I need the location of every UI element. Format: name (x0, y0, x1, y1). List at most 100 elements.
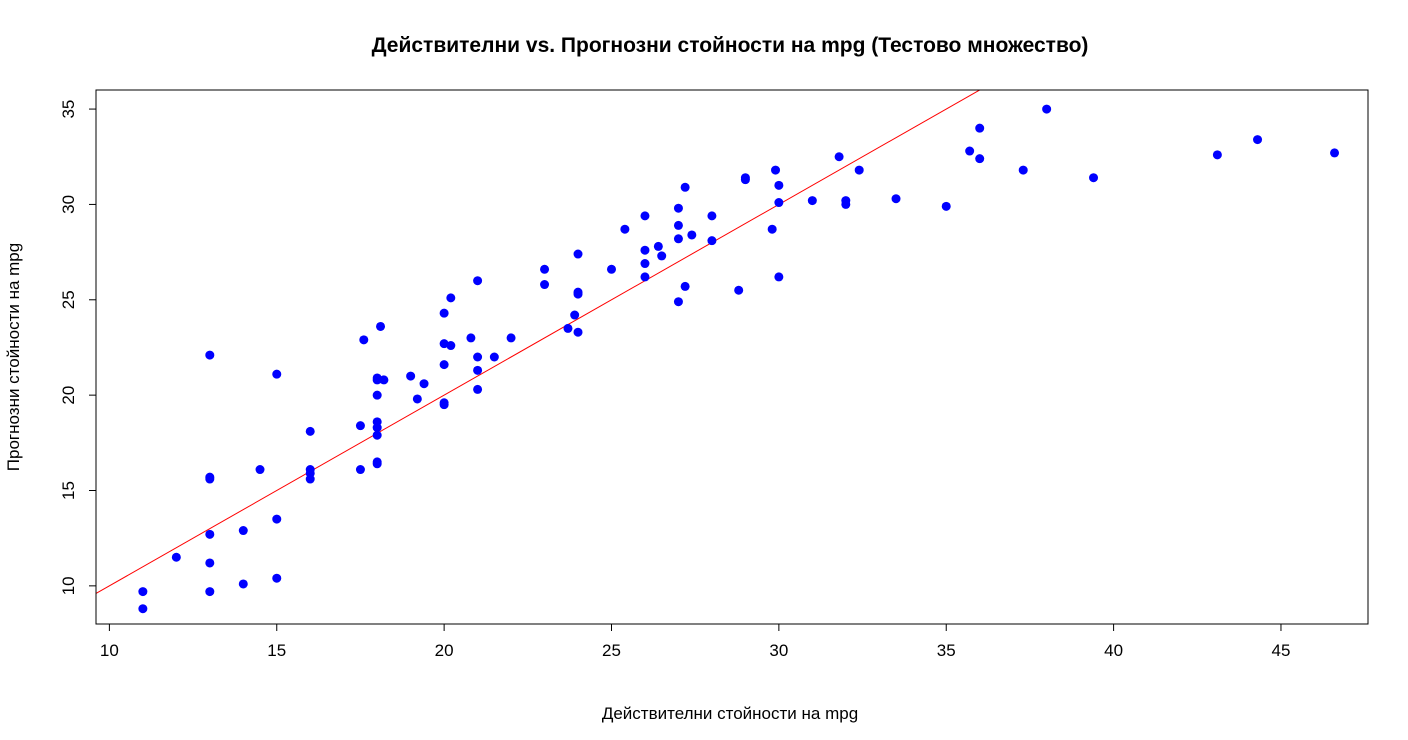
data-point (446, 341, 456, 351)
data-point (975, 154, 985, 164)
data-point (673, 203, 683, 213)
data-point (439, 360, 449, 370)
y-axis: 10 15 20 25 30 35 (59, 100, 97, 595)
data-point (540, 280, 550, 290)
data-point (1330, 148, 1340, 158)
data-point (205, 350, 215, 360)
data-point (355, 465, 365, 475)
x-tick-label: 35 (937, 641, 956, 660)
data-point (774, 198, 784, 208)
data-point (640, 272, 650, 282)
data-point (305, 474, 315, 484)
data-point (640, 211, 650, 221)
data-point (138, 604, 148, 614)
data-point (439, 308, 449, 318)
data-point (376, 321, 386, 331)
data-point (446, 293, 456, 303)
data-point (379, 375, 389, 385)
data-point (687, 230, 697, 240)
data-point (372, 390, 382, 400)
data-point (680, 182, 690, 192)
x-tick-label: 20 (435, 641, 454, 660)
x-axis: 10 15 20 25 30 35 40 45 (100, 623, 1291, 660)
data-point (891, 194, 901, 204)
x-tick-label: 40 (1104, 641, 1123, 660)
data-point (834, 152, 844, 162)
data-point (673, 297, 683, 307)
data-point (771, 165, 781, 175)
data-point (573, 249, 583, 259)
data-point (272, 369, 282, 379)
data-point (272, 514, 282, 524)
data-point (854, 165, 864, 175)
x-tick-label: 10 (100, 641, 119, 660)
data-point (563, 323, 573, 333)
data-point (205, 558, 215, 568)
data-point (740, 175, 750, 185)
data-point (171, 552, 181, 562)
data-point (406, 371, 416, 381)
data-point (767, 224, 777, 234)
data-point (205, 529, 215, 539)
data-point (473, 276, 483, 286)
data-point (657, 251, 667, 261)
data-point (355, 421, 365, 431)
data-point (466, 333, 476, 343)
chart-title: Действителни vs. Прогнозни стойности на … (372, 34, 1089, 57)
y-tick-label: 25 (59, 290, 78, 309)
data-point (570, 310, 580, 320)
x-axis-title: Действителни стойности на mpg (602, 704, 858, 723)
data-point (372, 423, 382, 433)
y-tick-label: 35 (59, 100, 78, 119)
data-point (673, 234, 683, 244)
data-point (606, 264, 616, 274)
data-point (205, 587, 215, 597)
data-point (941, 201, 951, 211)
data-point (1089, 173, 1099, 183)
y-tick-label: 20 (59, 386, 78, 405)
data-point (372, 375, 382, 385)
data-point (255, 465, 265, 475)
data-point (205, 474, 215, 484)
x-tick-label: 15 (267, 641, 286, 660)
plot-frame (95, 89, 1369, 625)
y-axis-title: Прогнозни стойности на mpg (4, 243, 23, 471)
data-point (272, 573, 282, 583)
x-tick-label: 30 (769, 641, 788, 660)
data-point (734, 285, 744, 295)
y-tick-label: 10 (59, 576, 78, 595)
data-point (419, 379, 429, 389)
data-point (506, 333, 516, 343)
data-point (620, 224, 630, 234)
data-point (1042, 104, 1052, 114)
data-point (680, 281, 690, 291)
data-point (372, 430, 382, 440)
y-tick-label: 30 (59, 195, 78, 214)
data-point (640, 245, 650, 255)
points-layer (138, 104, 1340, 614)
data-point (707, 236, 717, 246)
data-point (640, 259, 650, 269)
y-tick-label: 15 (59, 481, 78, 500)
data-point (473, 352, 483, 362)
data-point (412, 394, 422, 404)
data-point (305, 426, 315, 436)
data-point (707, 211, 717, 221)
reference-line (96, 90, 981, 594)
data-point (653, 241, 663, 251)
data-point (573, 289, 583, 299)
data-point (489, 352, 499, 362)
data-point (975, 123, 985, 133)
data-point (138, 587, 148, 597)
x-tick-label: 45 (1272, 641, 1291, 660)
data-point (673, 220, 683, 230)
data-point (774, 180, 784, 190)
data-point (1212, 150, 1222, 160)
data-point (965, 146, 975, 156)
data-point (1018, 165, 1028, 175)
data-point (439, 400, 449, 410)
data-point (573, 327, 583, 337)
data-point (372, 459, 382, 469)
data-point (841, 199, 851, 209)
